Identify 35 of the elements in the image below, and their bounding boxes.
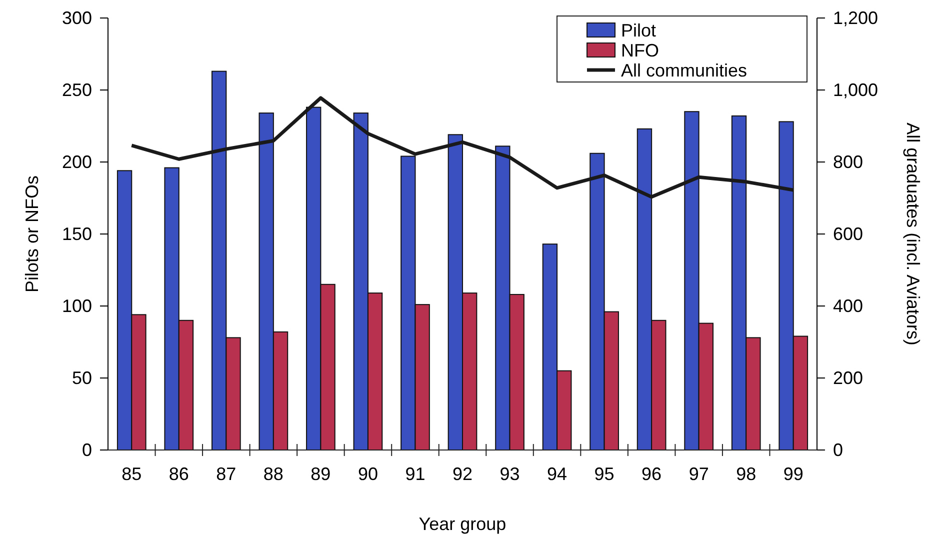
legend-label: Pilot — [621, 20, 656, 40]
x-tick-label: 90 — [358, 464, 378, 484]
x-tick-label: 99 — [783, 464, 804, 484]
y2-tick-label: 0 — [833, 440, 844, 460]
legend-label: All communities — [621, 60, 748, 80]
x-tick-label: 85 — [122, 464, 142, 484]
y2-tick-label: 1,200 — [833, 8, 878, 28]
y-tick-label: 0 — [82, 440, 92, 460]
x-tick-label: 94 — [547, 464, 568, 484]
y2-tick-label: 200 — [833, 368, 864, 388]
x-tick-label: 98 — [736, 464, 756, 484]
y2-axis-title: All graduates (incl. Aviators) — [903, 122, 923, 346]
y2-tick-label: 1,000 — [833, 80, 878, 100]
x-tick-label: 88 — [263, 464, 284, 484]
y2-tick-label: 800 — [833, 152, 864, 172]
legend-label: NFO — [621, 40, 659, 60]
y-tick-label: 300 — [62, 8, 92, 28]
y-tick-label: 250 — [62, 80, 92, 100]
x-tick-label: 92 — [452, 464, 473, 484]
x-tick-label: 96 — [642, 464, 662, 484]
x-tick-label: 87 — [216, 464, 236, 484]
y2-tick-label: 600 — [833, 224, 864, 244]
y-tick-label: 150 — [62, 224, 92, 244]
x-tick-label: 93 — [500, 464, 520, 484]
y2-tick-label: 400 — [833, 296, 864, 316]
y-tick-label: 100 — [62, 296, 92, 316]
y-axis-title: Pilots or NFOs — [22, 175, 42, 293]
x-tick-label: 97 — [688, 464, 709, 484]
y-tick-label: 200 — [62, 152, 92, 172]
x-tick-label: 86 — [168, 464, 189, 484]
x-axis-title: Year group — [418, 514, 506, 534]
x-tick-label: 91 — [405, 464, 426, 484]
y-tick-label: 50 — [72, 368, 92, 388]
x-tick-label: 89 — [310, 464, 331, 484]
x-tick-label: 95 — [594, 464, 614, 484]
